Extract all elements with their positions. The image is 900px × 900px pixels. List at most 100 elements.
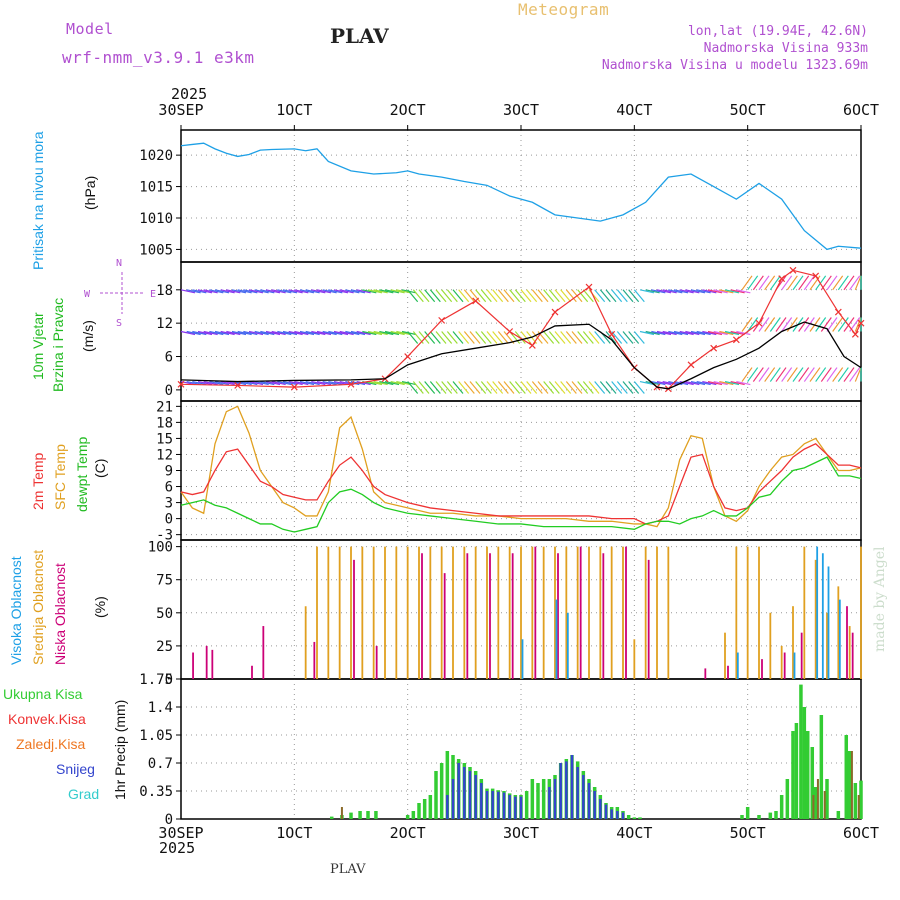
wind-vector-arrow <box>599 381 611 394</box>
y-tick-label: 15 <box>156 431 173 447</box>
wind-vector-arrow <box>322 380 337 386</box>
conv-precip-bar <box>340 807 343 819</box>
wind-vector-arrow <box>798 367 810 382</box>
gust-marker <box>834 308 842 316</box>
wind-vector-arrow <box>390 289 405 294</box>
total-precip-bar <box>819 715 824 819</box>
total-precip-bar <box>847 751 852 819</box>
y-tick-label: 12 <box>156 316 173 332</box>
wind-vector-arrow <box>662 289 677 294</box>
wind-vector-arrow <box>803 317 815 332</box>
wind-vector-arrow <box>837 317 849 332</box>
wind-vector-arrow <box>339 330 354 336</box>
wind-vector-arrow <box>418 381 430 394</box>
wind-vector-arrow <box>514 381 526 394</box>
x-tick-label-bottom: 3OCT <box>503 824 539 842</box>
snow-bar <box>553 779 557 819</box>
wind-vector-arrow <box>441 331 453 344</box>
x-tick-label-bottom: 30SEP <box>158 824 203 842</box>
wind-vector-arrow <box>260 380 275 386</box>
wind-vector-arrow <box>260 289 275 294</box>
wind-vector-arrow <box>339 289 354 294</box>
wind-vector-arrow <box>565 381 577 394</box>
wind-vector-arrow <box>254 380 269 386</box>
wind-vector-arrow <box>741 275 753 291</box>
wind-vector-arrow <box>724 380 740 386</box>
wind-vector-arrow <box>702 380 717 386</box>
wind-vector-arrow <box>180 289 196 294</box>
wind-vector-arrow <box>854 275 862 291</box>
snow-bar <box>502 792 506 819</box>
wind-vector-arrow <box>220 289 235 294</box>
y-tick-label: 21 <box>156 399 173 415</box>
wind-vector-arrow <box>362 330 377 336</box>
wind-vector-arrow <box>492 331 504 344</box>
wind-vector-arrow <box>350 330 366 336</box>
total-precip-bar <box>530 779 535 819</box>
wind-vector-arrow <box>509 289 521 303</box>
wind-vector-arrow <box>764 275 776 291</box>
wind-vector-arrow <box>843 317 855 332</box>
wind-vector-arrow <box>311 380 326 386</box>
wind-vector-arrow <box>616 289 628 303</box>
wind-vector-arrow <box>265 380 281 386</box>
gust-marker <box>732 336 740 344</box>
wind-vector-arrow <box>577 331 589 344</box>
wind-vector-arrow <box>854 317 862 332</box>
wind-vector-arrow <box>373 330 388 336</box>
wind-vector-arrow <box>815 317 827 332</box>
legend-conv-precip: Konvek.Kisa <box>8 711 86 727</box>
wind-vector-arrow <box>605 381 617 394</box>
wind-vector-arrow <box>260 330 275 336</box>
wind-vector-arrow <box>724 330 740 336</box>
wind-vector-arrow <box>548 331 560 344</box>
wind-vector-arrow <box>548 289 560 303</box>
wind-vector-arrow <box>786 367 798 382</box>
wind-vector-arrow <box>277 380 292 386</box>
wind-vector-arrow <box>594 381 606 394</box>
wind-vector-arrow <box>781 317 793 332</box>
wind-vector-arrow <box>446 289 458 303</box>
wind-vector-arrow <box>424 331 436 344</box>
wind-vector-arrow <box>282 330 298 336</box>
wind-vector-arrow <box>764 367 776 382</box>
wind-vector-arrow <box>294 330 309 336</box>
wind-vector-arrow <box>458 331 470 344</box>
wind-vector-arrow <box>265 289 281 294</box>
snow-bar <box>565 761 568 819</box>
wind-vector-arrow <box>843 367 855 382</box>
wind-vector-arrow <box>231 289 247 294</box>
wind-vector-arrow <box>690 330 706 336</box>
wind-vector-arrow <box>560 289 572 303</box>
gust-marker <box>710 344 718 352</box>
snow-bar <box>621 812 625 819</box>
wind-vector-arrow <box>463 381 475 394</box>
wind-vector-arrow <box>311 330 326 336</box>
wind-vector-arrow <box>702 289 717 294</box>
wind-vector-arrow <box>486 289 498 303</box>
wind-vector-arrow <box>673 289 689 294</box>
wind-vector-arrow <box>582 289 594 303</box>
wind-vector-arrow <box>815 367 827 382</box>
y-tick-label: 1020 <box>139 148 173 164</box>
wind-vector-arrow <box>475 331 487 344</box>
snow-bar <box>468 771 472 819</box>
wind-vector-arrow <box>769 367 781 382</box>
wind-vector-arrow <box>412 289 424 303</box>
snow-bar <box>576 767 579 819</box>
wind-vector-arrow <box>435 331 447 344</box>
gust-marker <box>290 383 298 391</box>
wind-vector-arrow <box>730 330 745 336</box>
snow-bar <box>463 767 466 819</box>
wind-vector-arrow <box>741 367 753 382</box>
wind-vector-arrow <box>486 381 498 394</box>
wind-vector-arrow <box>713 380 728 386</box>
wind-vector-arrow <box>220 380 235 386</box>
wind-vector-arrow <box>333 330 349 336</box>
wind-vector-arrow <box>736 330 751 336</box>
wind-vector-arrow <box>418 331 430 344</box>
wind-vector-arrow <box>197 330 213 336</box>
wind-vector-arrow <box>203 380 218 386</box>
wind-vector-arrow <box>288 289 303 294</box>
wind-vector-arrow <box>554 289 566 303</box>
